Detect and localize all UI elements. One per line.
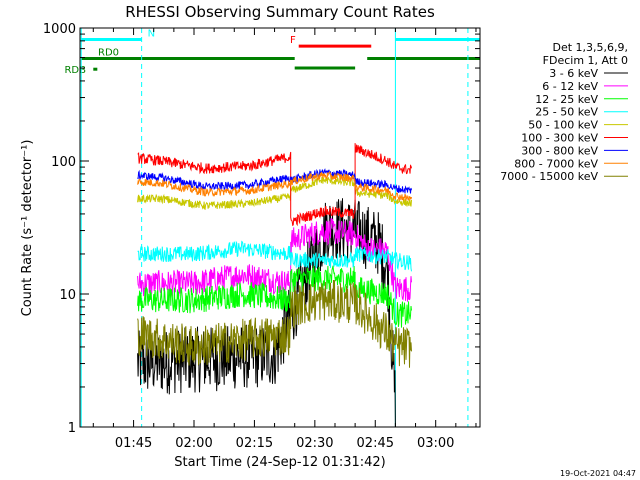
y-tick-label: 10 [59, 288, 76, 303]
x-ticks: 01:45 02:00 02:15 02:30 02:45 03:00 [92, 28, 477, 451]
x-tick-label: 02:00 [175, 436, 212, 451]
x-tick-label: 02:45 [357, 436, 394, 451]
legend-entry-label: 7000 - 15000 keV [500, 170, 598, 183]
x-axis-label: Start Time (24-Sep-12 01:31:42) [174, 455, 385, 470]
legend: Det 1,3,5,6,9, FDecim 1, Att 0 3 - 6 keV… [500, 41, 628, 183]
y-axis-label: Count Rate (s⁻¹ detector⁻¹) [20, 140, 35, 317]
chart-title: RHESSI Observing Summary Count Rates [125, 3, 435, 21]
y-tick-label: 1000 [43, 22, 76, 37]
legend-entry-label: 800 - 7000 keV [514, 157, 598, 170]
legend-entry-label: 12 - 25 keV [535, 93, 598, 106]
series-lines [137, 143, 412, 428]
series-line [137, 279, 412, 368]
flag-bars: N F RD0 RDB [64, 28, 480, 76]
legend-entry-label: 300 - 800 keV [521, 144, 598, 157]
legend-entry-label: 100 - 300 keV [521, 132, 598, 145]
series-line [137, 240, 412, 272]
series-line [137, 168, 412, 194]
y-ticks: 1 10 100 1000 [43, 22, 480, 436]
flag-bar-label: RDB [64, 65, 86, 76]
legend-entry-label: 50 - 100 keV [528, 119, 598, 132]
render-timestamp: 19-Oct-2021 04:47 [560, 469, 636, 478]
series-line [137, 171, 412, 202]
series-line [137, 176, 412, 211]
y-tick-label: 1 [68, 421, 76, 436]
axes [79, 27, 481, 428]
series-line [137, 218, 412, 302]
y-tick-label: 100 [51, 155, 76, 170]
plot-frame [79, 27, 481, 428]
flag-bar-label: F [290, 35, 296, 46]
legend-entry-label: 6 - 12 keV [542, 80, 598, 93]
series-line [137, 143, 412, 227]
legend-header-line-2: FDecim 1, Att 0 [543, 54, 628, 67]
x-tick-label: 03:00 [417, 436, 454, 451]
flag-bar-label: N [148, 28, 155, 39]
legend-entry-label: 25 - 50 keV [535, 106, 598, 119]
legend-header-line-1: Det 1,3,5,6,9, [552, 41, 628, 54]
x-tick-label: 02:30 [296, 436, 333, 451]
legend-entry-label: 3 - 6 keV [549, 67, 598, 80]
vertical-markers [80, 28, 469, 427]
x-tick-label: 01:45 [115, 436, 152, 451]
x-tick-label: 02:15 [236, 436, 273, 451]
flag-bar-label: RD0 [98, 47, 119, 58]
